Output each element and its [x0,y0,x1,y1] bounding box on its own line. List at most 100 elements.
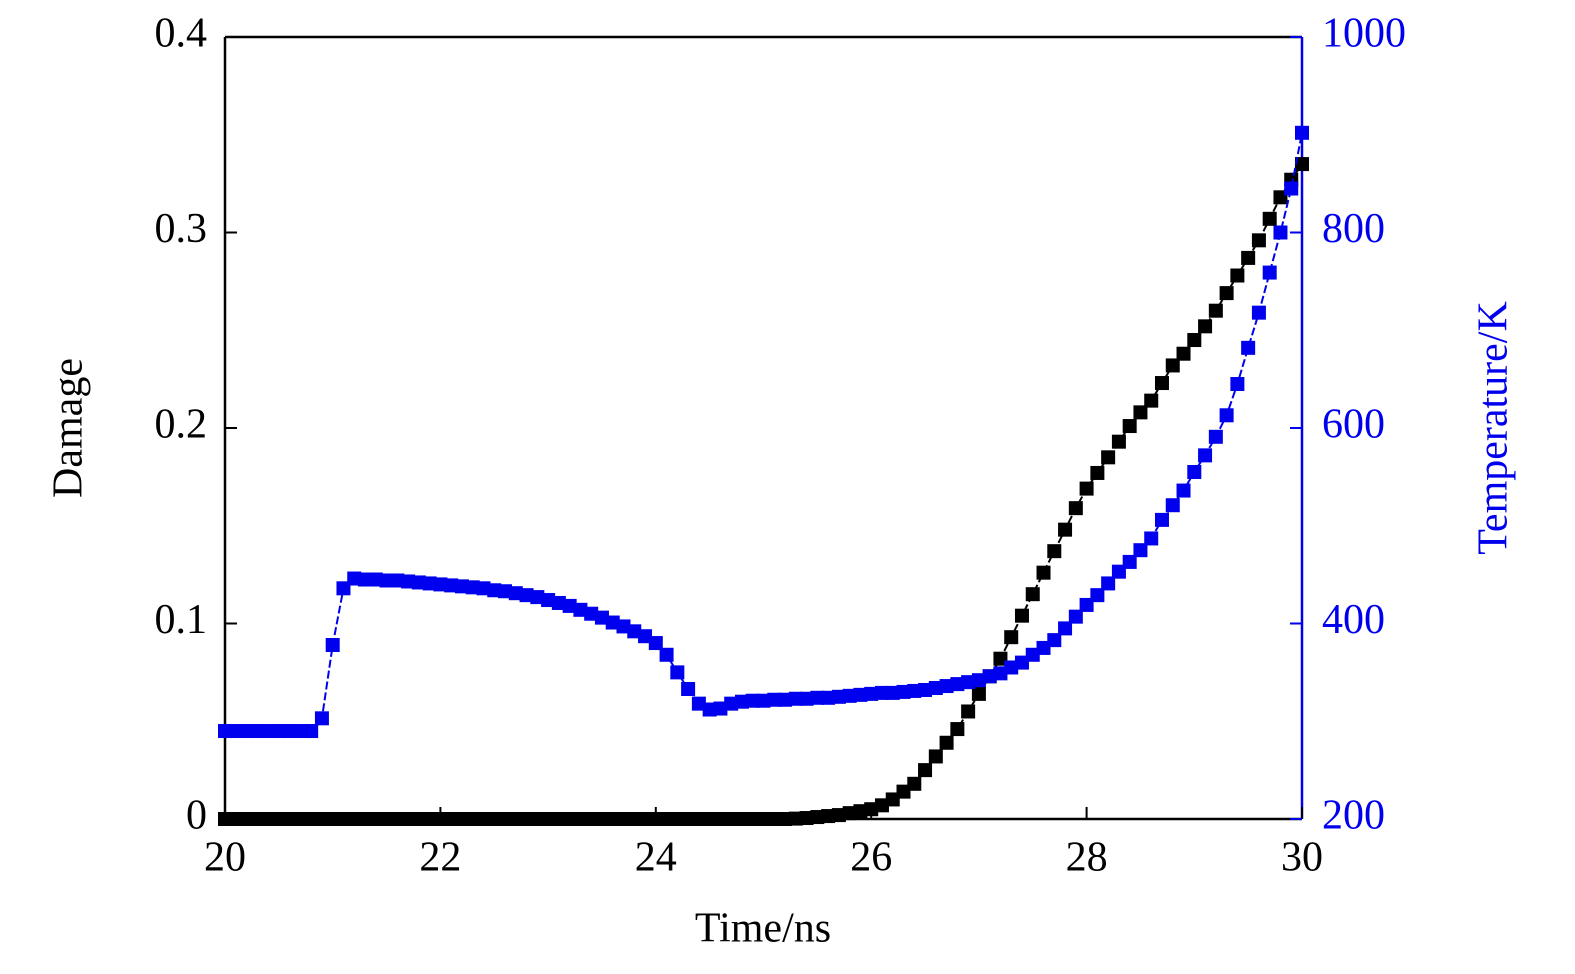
marker [519,588,534,603]
marker [1101,576,1116,591]
marker [1036,640,1051,655]
marker [541,812,556,826]
marker [745,812,760,826]
marker [1144,393,1159,408]
marker [390,812,405,826]
marker [864,686,879,701]
marker [670,665,685,680]
marker [498,812,513,826]
marker [918,763,933,778]
marker [1047,633,1062,648]
marker [314,812,329,826]
marker [756,812,771,826]
marker [584,606,599,621]
marker [1014,608,1029,623]
marker [358,812,373,826]
y2-axis-label: Temperature/K [1471,301,1517,555]
marker [778,812,793,826]
marker [1198,319,1213,334]
marker [1273,225,1288,240]
x-tick-label: 26 [850,835,892,881]
marker [616,812,631,826]
marker [734,812,749,826]
marker [562,812,577,826]
marker [422,576,437,591]
marker [368,812,383,826]
marker [562,598,577,613]
marker [724,696,739,711]
marker [670,812,685,826]
marker [454,812,469,826]
marker [799,691,814,706]
y2-tick-label: 400 [1322,597,1385,643]
marker [1219,286,1234,301]
marker [1165,358,1180,373]
marker [1187,333,1202,348]
marker [982,669,997,684]
marker [336,581,351,596]
marker [390,573,405,588]
marker [584,812,599,826]
marker [519,812,534,826]
marker [1176,483,1191,498]
marker [358,572,373,587]
marker [239,812,254,826]
marker [691,696,706,711]
marker [1025,647,1040,662]
marker [325,812,340,826]
marker [907,776,922,791]
marker [314,711,329,726]
marker [293,724,308,739]
marker [551,595,566,610]
marker [605,812,620,826]
marker [950,722,965,737]
marker [627,812,642,826]
marker [659,647,674,662]
marker [304,812,319,826]
marker [896,784,911,799]
marker [454,579,469,594]
marker [745,693,760,708]
y-axis-label: Damage [46,358,92,498]
marker [594,610,609,625]
marker [411,812,426,826]
marker [961,675,976,690]
marker [896,684,911,699]
y-tick-label: 0.2 [155,402,208,448]
marker [1241,340,1256,355]
marker [799,811,814,826]
marker [831,808,846,823]
marker [1219,408,1234,423]
marker [702,702,717,717]
marker [228,812,243,826]
marker [250,724,265,739]
marker [271,724,286,739]
marker [433,577,448,592]
marker [853,687,868,702]
x-tick-label: 22 [419,835,461,881]
marker [1295,125,1309,140]
marker [1111,564,1126,579]
marker [1004,660,1019,675]
x-axis-label: Time/ns [695,906,831,952]
marker [821,690,836,705]
x-tick-label: 30 [1281,835,1323,881]
marker [422,812,437,826]
marker [681,812,696,826]
y2-tick-label: 800 [1322,206,1385,252]
y-tick-label: 0 [186,793,207,839]
marker [842,806,857,821]
marker [961,704,976,719]
marker [282,724,297,739]
marker [379,812,394,826]
marker [853,804,868,819]
marker [411,575,426,590]
marker [1144,531,1159,546]
marker [1101,450,1116,465]
marker [1058,522,1073,537]
marker [885,792,900,807]
marker [1014,655,1029,670]
marker [1262,265,1277,280]
marker [530,812,545,826]
marker [928,749,943,764]
